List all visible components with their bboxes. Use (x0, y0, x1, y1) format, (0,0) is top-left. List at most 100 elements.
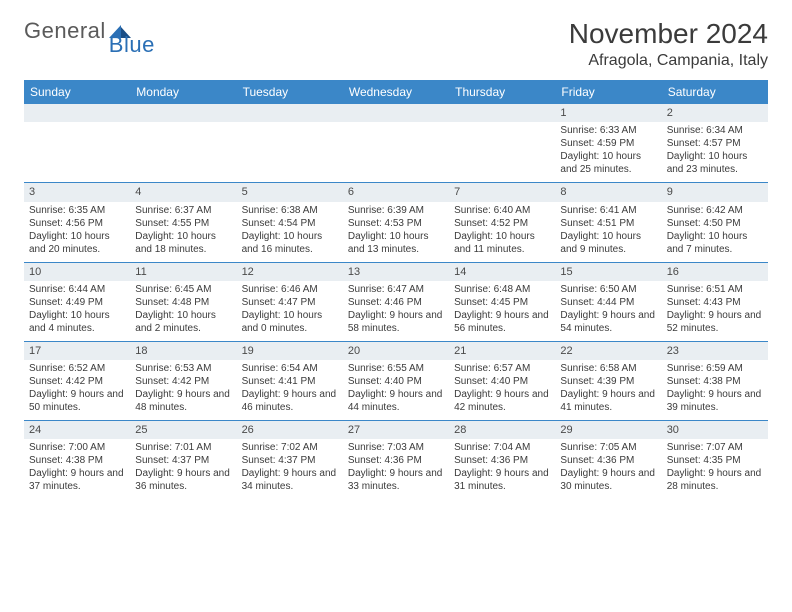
day-body: Sunrise: 6:54 AMSunset: 4:41 PMDaylight:… (237, 360, 343, 420)
day-cell: 29Sunrise: 7:05 AMSunset: 4:36 PMDayligh… (555, 421, 661, 499)
day-body: Sunrise: 6:51 AMSunset: 4:43 PMDaylight:… (662, 281, 768, 341)
sunrise-text: Sunrise: 6:52 AM (29, 362, 125, 375)
logo-text-general: General (24, 18, 106, 44)
daylight-text: Daylight: 10 hours and 16 minutes. (242, 230, 338, 256)
day-body: Sunrise: 7:02 AMSunset: 4:37 PMDaylight:… (237, 439, 343, 499)
day-number: 1 (555, 104, 661, 122)
sunrise-text: Sunrise: 7:01 AM (135, 441, 231, 454)
daylight-text: Daylight: 9 hours and 33 minutes. (348, 467, 444, 493)
day-body: Sunrise: 6:48 AMSunset: 4:45 PMDaylight:… (449, 281, 555, 341)
day-number: 25 (130, 421, 236, 439)
sunrise-text: Sunrise: 6:57 AM (454, 362, 550, 375)
dayhead-tue: Tuesday (237, 80, 343, 104)
daylight-text: Daylight: 10 hours and 18 minutes. (135, 230, 231, 256)
sunset-text: Sunset: 4:45 PM (454, 296, 550, 309)
sunrise-text: Sunrise: 6:40 AM (454, 204, 550, 217)
daylight-text: Daylight: 9 hours and 39 minutes. (667, 388, 763, 414)
daylight-text: Daylight: 9 hours and 30 minutes. (560, 467, 656, 493)
week-row: 10Sunrise: 6:44 AMSunset: 4:49 PMDayligh… (24, 262, 768, 341)
sunset-text: Sunset: 4:51 PM (560, 217, 656, 230)
day-cell (237, 104, 343, 182)
day-cell: 5Sunrise: 6:38 AMSunset: 4:54 PMDaylight… (237, 183, 343, 261)
logo: General Blue (24, 18, 177, 44)
day-number: 29 (555, 421, 661, 439)
day-cell: 16Sunrise: 6:51 AMSunset: 4:43 PMDayligh… (662, 263, 768, 341)
daylight-text: Daylight: 9 hours and 34 minutes. (242, 467, 338, 493)
sunset-text: Sunset: 4:55 PM (135, 217, 231, 230)
day-number: 9 (662, 183, 768, 201)
daylight-text: Daylight: 9 hours and 48 minutes. (135, 388, 231, 414)
day-body: Sunrise: 6:38 AMSunset: 4:54 PMDaylight:… (237, 202, 343, 262)
week-row: 1Sunrise: 6:33 AMSunset: 4:59 PMDaylight… (24, 104, 768, 182)
day-cell: 30Sunrise: 7:07 AMSunset: 4:35 PMDayligh… (662, 421, 768, 499)
day-number (130, 104, 236, 122)
sunrise-text: Sunrise: 6:33 AM (560, 124, 656, 137)
day-number: 21 (449, 342, 555, 360)
daylight-text: Daylight: 9 hours and 42 minutes. (454, 388, 550, 414)
daylight-text: Daylight: 9 hours and 58 minutes. (348, 309, 444, 335)
sunset-text: Sunset: 4:38 PM (29, 454, 125, 467)
sunset-text: Sunset: 4:37 PM (135, 454, 231, 467)
sunset-text: Sunset: 4:36 PM (348, 454, 444, 467)
day-number: 6 (343, 183, 449, 201)
day-header-row: Sunday Monday Tuesday Wednesday Thursday… (24, 80, 768, 104)
day-cell: 2Sunrise: 6:34 AMSunset: 4:57 PMDaylight… (662, 104, 768, 182)
sunrise-text: Sunrise: 6:34 AM (667, 124, 763, 137)
day-body: Sunrise: 6:58 AMSunset: 4:39 PMDaylight:… (555, 360, 661, 420)
day-body: Sunrise: 6:44 AMSunset: 4:49 PMDaylight:… (24, 281, 130, 341)
day-cell: 20Sunrise: 6:55 AMSunset: 4:40 PMDayligh… (343, 342, 449, 420)
day-number: 23 (662, 342, 768, 360)
day-body: Sunrise: 7:04 AMSunset: 4:36 PMDaylight:… (449, 439, 555, 499)
sunset-text: Sunset: 4:56 PM (29, 217, 125, 230)
sunrise-text: Sunrise: 6:37 AM (135, 204, 231, 217)
day-body: Sunrise: 6:50 AMSunset: 4:44 PMDaylight:… (555, 281, 661, 341)
sunrise-text: Sunrise: 6:41 AM (560, 204, 656, 217)
sunset-text: Sunset: 4:52 PM (454, 217, 550, 230)
daylight-text: Daylight: 9 hours and 54 minutes. (560, 309, 656, 335)
daylight-text: Daylight: 10 hours and 7 minutes. (667, 230, 763, 256)
day-cell: 22Sunrise: 6:58 AMSunset: 4:39 PMDayligh… (555, 342, 661, 420)
day-body (24, 122, 130, 130)
dayhead-fri: Friday (555, 80, 661, 104)
day-cell: 19Sunrise: 6:54 AMSunset: 4:41 PMDayligh… (237, 342, 343, 420)
day-cell: 11Sunrise: 6:45 AMSunset: 4:48 PMDayligh… (130, 263, 236, 341)
daylight-text: Daylight: 9 hours and 50 minutes. (29, 388, 125, 414)
daylight-text: Daylight: 9 hours and 36 minutes. (135, 467, 231, 493)
sunset-text: Sunset: 4:36 PM (560, 454, 656, 467)
sunrise-text: Sunrise: 6:59 AM (667, 362, 763, 375)
day-number: 18 (130, 342, 236, 360)
day-cell: 26Sunrise: 7:02 AMSunset: 4:37 PMDayligh… (237, 421, 343, 499)
logo-text-blue: Blue (109, 32, 155, 58)
day-number: 4 (130, 183, 236, 201)
day-cell: 24Sunrise: 7:00 AMSunset: 4:38 PMDayligh… (24, 421, 130, 499)
day-body: Sunrise: 6:47 AMSunset: 4:46 PMDaylight:… (343, 281, 449, 341)
sunrise-text: Sunrise: 6:53 AM (135, 362, 231, 375)
day-body: Sunrise: 6:37 AMSunset: 4:55 PMDaylight:… (130, 202, 236, 262)
day-cell: 3Sunrise: 6:35 AMSunset: 4:56 PMDaylight… (24, 183, 130, 261)
daylight-text: Daylight: 10 hours and 20 minutes. (29, 230, 125, 256)
daylight-text: Daylight: 9 hours and 46 minutes. (242, 388, 338, 414)
day-number: 16 (662, 263, 768, 281)
day-number: 11 (130, 263, 236, 281)
day-cell (24, 104, 130, 182)
day-number: 28 (449, 421, 555, 439)
day-body: Sunrise: 6:41 AMSunset: 4:51 PMDaylight:… (555, 202, 661, 262)
day-number (449, 104, 555, 122)
day-number: 2 (662, 104, 768, 122)
day-number: 17 (24, 342, 130, 360)
sunrise-text: Sunrise: 7:02 AM (242, 441, 338, 454)
sunset-text: Sunset: 4:59 PM (560, 137, 656, 150)
location: Afragola, Campania, Italy (569, 52, 768, 70)
day-number: 3 (24, 183, 130, 201)
day-number: 5 (237, 183, 343, 201)
day-number (343, 104, 449, 122)
day-cell: 27Sunrise: 7:03 AMSunset: 4:36 PMDayligh… (343, 421, 449, 499)
day-number (237, 104, 343, 122)
sunset-text: Sunset: 4:44 PM (560, 296, 656, 309)
day-cell: 28Sunrise: 7:04 AMSunset: 4:36 PMDayligh… (449, 421, 555, 499)
sunrise-text: Sunrise: 6:50 AM (560, 283, 656, 296)
sunset-text: Sunset: 4:38 PM (667, 375, 763, 388)
day-cell: 23 Sunrise: 6:59 AMSunset: 4:38 PMDayligh… (662, 342, 768, 420)
daylight-text: Daylight: 10 hours and 4 minutes. (29, 309, 125, 335)
sunrise-text: Sunrise: 6:44 AM (29, 283, 125, 296)
